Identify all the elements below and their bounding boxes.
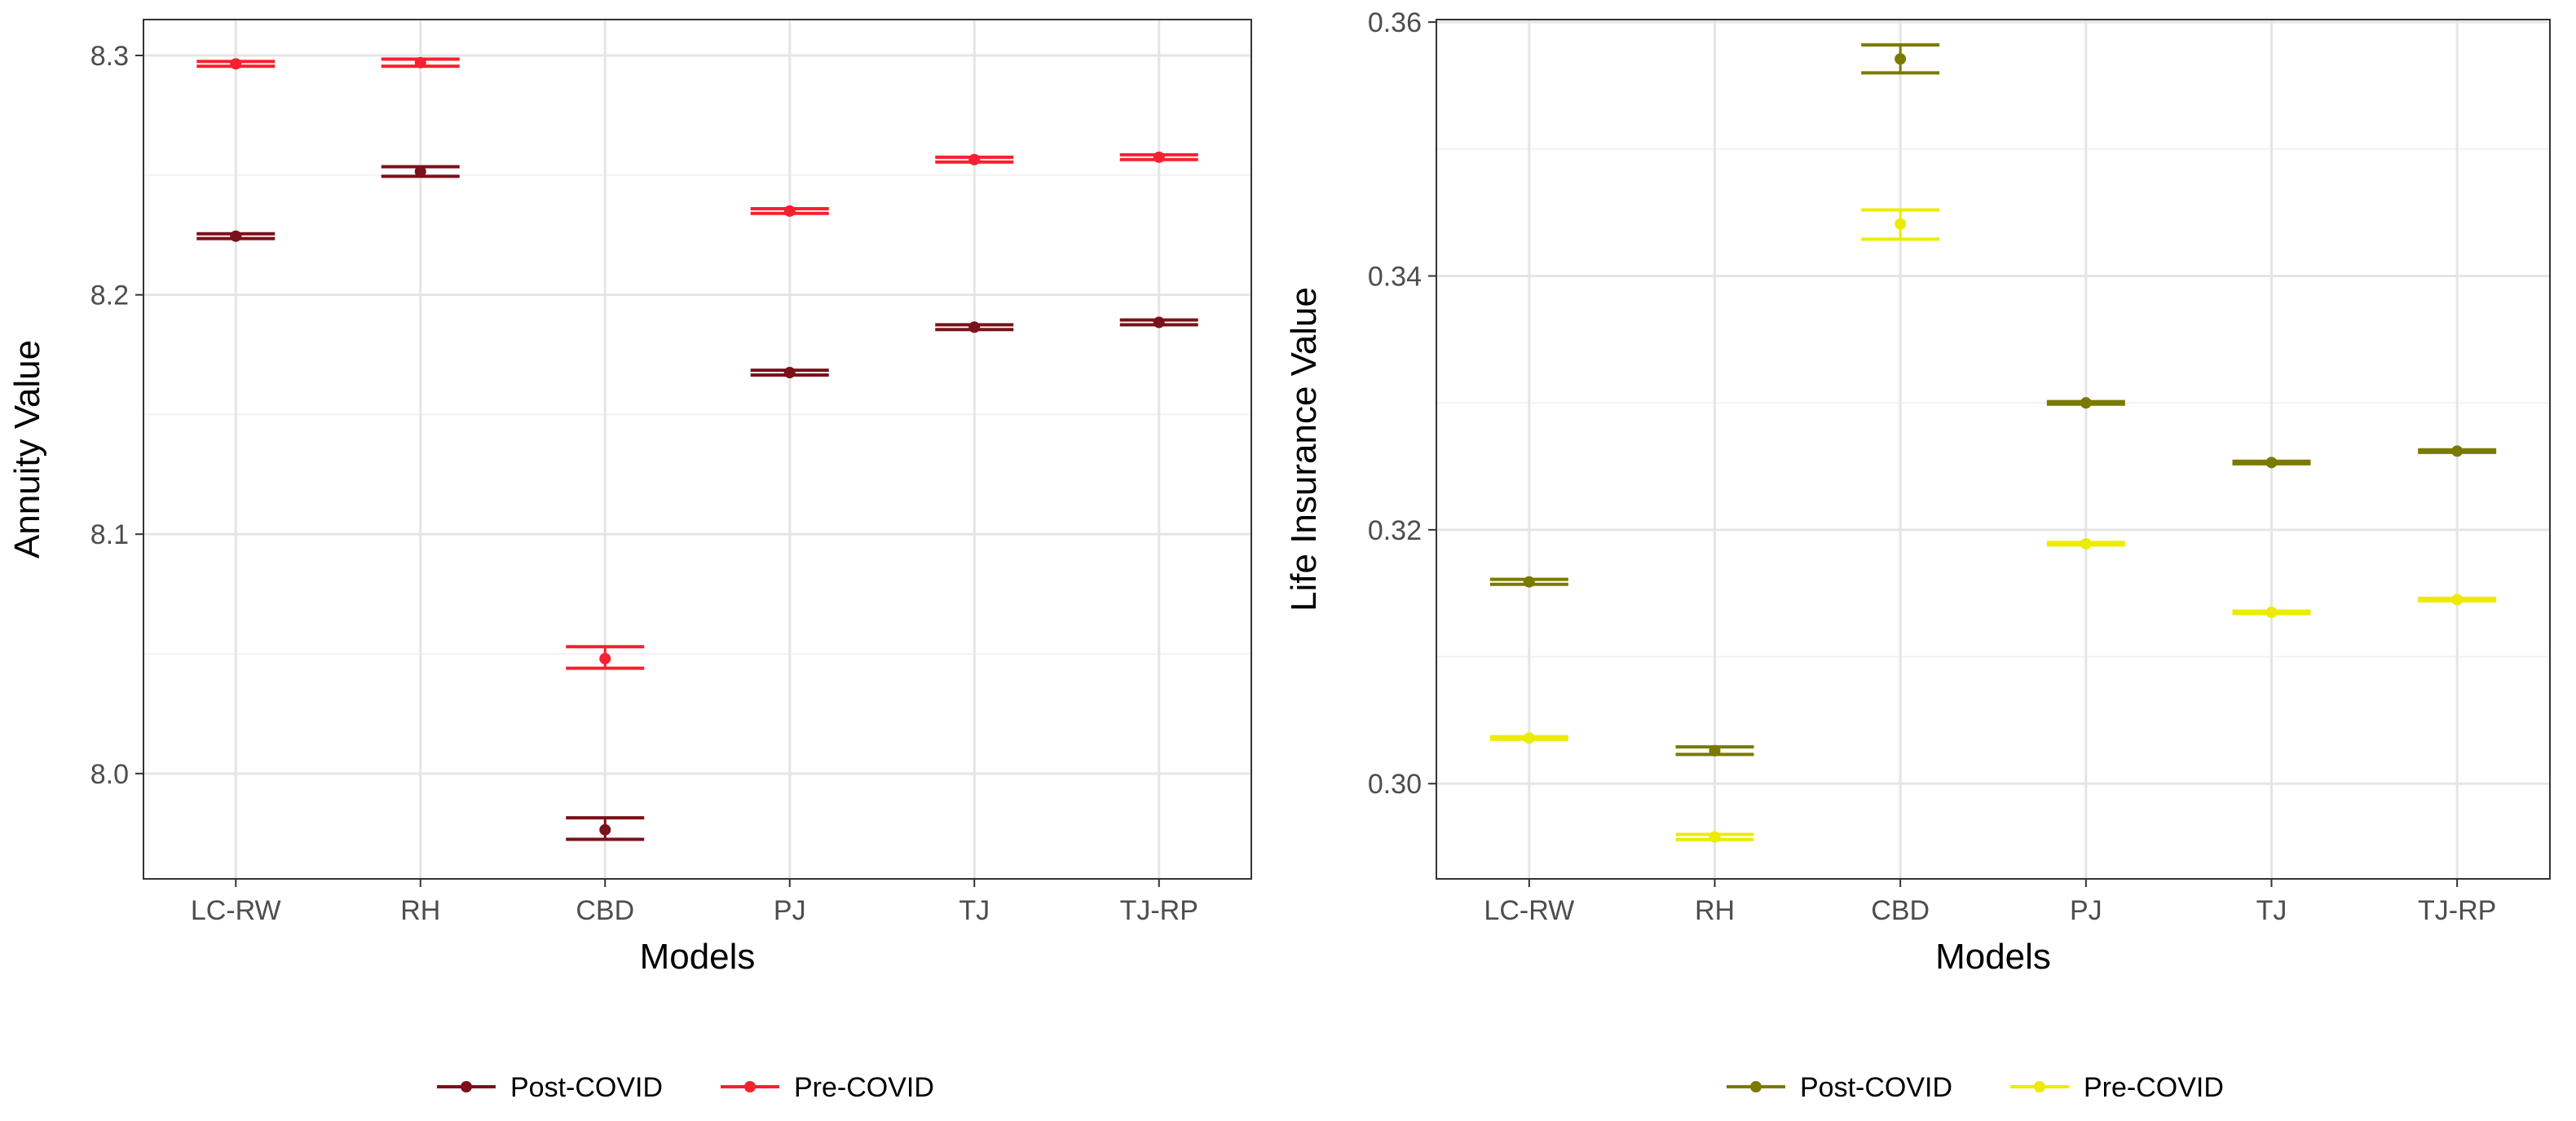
data-point-cbd xyxy=(1895,218,1907,230)
y-tick-label: 0.32 xyxy=(1368,515,1422,546)
legend-label: Post-COVID xyxy=(1800,1072,1952,1103)
y-tick-label: 8.2 xyxy=(90,280,129,311)
y-tick-label: 8.3 xyxy=(90,41,129,72)
x-axis-title: Models xyxy=(640,937,756,977)
series-pre-covid xyxy=(1489,208,2497,843)
panel-border xyxy=(143,19,1252,880)
data-point-rh xyxy=(414,56,426,68)
data-point-lc-rw xyxy=(230,58,242,70)
x-tick-label-pj: PJ xyxy=(2070,895,2102,926)
data-point-tj xyxy=(2265,607,2278,619)
x-tick-label-lc-rw: LC-RW xyxy=(191,895,281,926)
chart-annuity: 8.0 8.1 8.2 8.3 LC-RW RH CBD PJ TJ TJ-RP Models Ann… xyxy=(7,19,1252,1103)
x-tick-label-cbd: CBD xyxy=(1871,895,1930,926)
legend: Post-COVID Pre-COVID xyxy=(437,1072,934,1103)
data-point-lc-rw xyxy=(1523,732,1535,744)
data-point-tj xyxy=(968,321,981,333)
x-tick-label-tj-rp: TJ-RP xyxy=(1120,895,1198,926)
x-tick-label-rh: RH xyxy=(400,895,440,926)
y-tick-label: 8.1 xyxy=(90,519,129,550)
data-point-pj xyxy=(783,367,796,379)
series-post-covid xyxy=(196,165,1198,841)
y-tick-label: 0.30 xyxy=(1368,769,1422,800)
data-point-pj xyxy=(783,205,796,217)
y-tick-label: 0.34 xyxy=(1368,261,1422,292)
x-tick-label-tj-rp: TJ-RP xyxy=(2418,895,2496,926)
legend-label: Post-COVID xyxy=(510,1072,663,1103)
data-point-pj xyxy=(2080,537,2092,549)
data-point-rh xyxy=(1709,744,1721,757)
x-tick-label-tj: TJ xyxy=(959,895,990,926)
y-tick-label: 0.36 xyxy=(1368,7,1422,38)
data-point-lc-rw xyxy=(230,230,242,242)
legend-key-point xyxy=(461,1081,472,1092)
data-point-lc-rw xyxy=(1523,576,1535,588)
data-point-cbd xyxy=(1895,53,1907,65)
legend-label: Pre-COVID xyxy=(794,1072,934,1103)
legend-key-point xyxy=(744,1081,756,1092)
legend-label: Pre-COVID xyxy=(2084,1072,2224,1103)
y-axis-title: Annuity Value xyxy=(7,340,47,558)
x-tick-label-tj: TJ xyxy=(2256,895,2287,926)
y-axis-title: Life Insurance Value xyxy=(1284,287,1324,611)
data-point-tj-rp xyxy=(1153,151,1165,163)
data-point-tj xyxy=(2265,457,2278,469)
data-point-cbd xyxy=(599,823,611,836)
data-point-tj-rp xyxy=(1153,316,1165,329)
series-post-covid xyxy=(1489,43,2497,757)
x-tick-label-rh: RH xyxy=(1695,895,1735,926)
chart-life_insurance: 0.30 0.32 0.34 0.36 LC-RW RH CBD PJ TJ TJ-RP Model… xyxy=(1284,7,2551,1103)
data-point-tj xyxy=(968,153,981,166)
data-point-pj xyxy=(2080,397,2092,409)
x-tick-label-pj: PJ xyxy=(774,895,806,926)
data-point-rh xyxy=(1709,831,1721,843)
data-point-cbd xyxy=(599,652,611,664)
y-tick-label: 8.0 xyxy=(90,759,129,790)
panel-border xyxy=(1436,19,2551,880)
data-point-tj-rp xyxy=(2451,594,2464,606)
x-tick-label-lc-rw: LC-RW xyxy=(1484,895,1574,926)
legend-key-point xyxy=(2034,1081,2045,1092)
x-axis-title: Models xyxy=(1935,937,2051,977)
legend-key-point xyxy=(1750,1081,1762,1092)
series-pre-covid xyxy=(196,56,1198,670)
x-tick-label-cbd: CBD xyxy=(576,895,634,926)
legend: Post-COVID Pre-COVID xyxy=(1727,1072,2224,1103)
data-point-tj-rp xyxy=(2451,445,2464,457)
data-point-rh xyxy=(414,166,426,178)
